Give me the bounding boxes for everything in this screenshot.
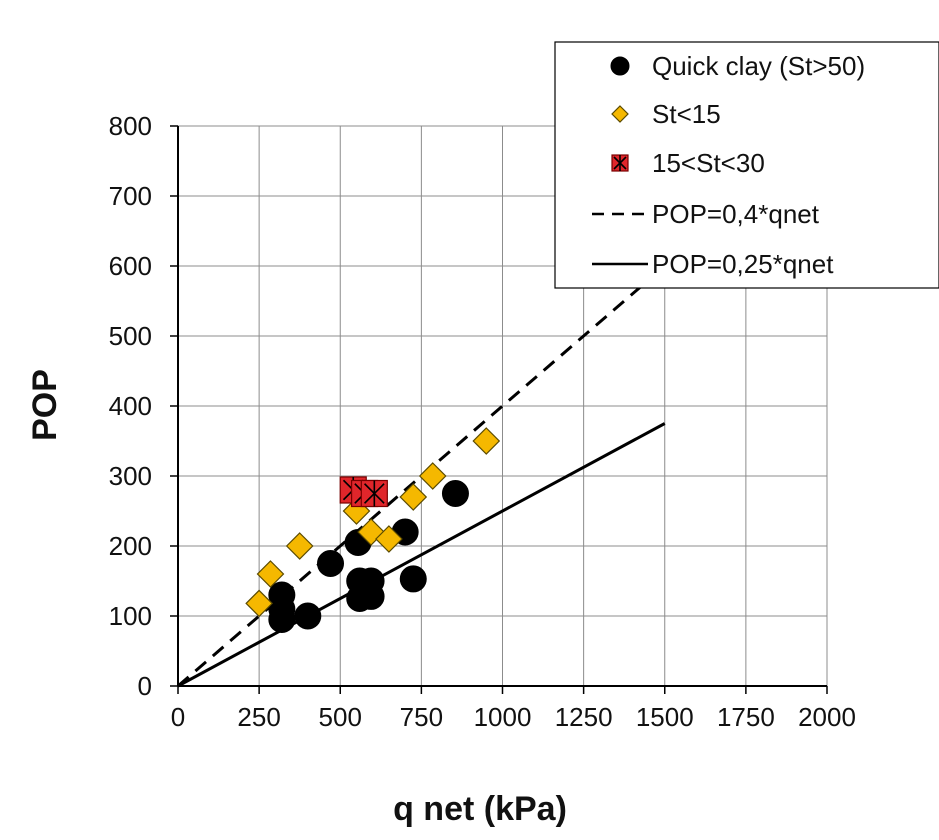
legend-label: POP=0,4*qnet bbox=[652, 199, 820, 229]
x-tick-label: 1750 bbox=[717, 702, 775, 732]
y-tick-label: 400 bbox=[109, 391, 152, 421]
x-axis-title: q net (kPa) bbox=[393, 790, 567, 828]
solid-line-pop-0-25 bbox=[177, 422, 666, 688]
legend-item: St<15 bbox=[611, 99, 721, 129]
x-tick-label: 250 bbox=[237, 702, 280, 732]
trend-lines bbox=[177, 264, 666, 688]
legend-label: POP=0,25*qnet bbox=[652, 249, 834, 279]
y-tick-label: 600 bbox=[109, 251, 152, 281]
point-diamond-5 bbox=[375, 525, 403, 553]
x-tick-label: 1500 bbox=[636, 702, 694, 732]
legend-label: St<15 bbox=[652, 99, 721, 129]
point-diamond-8 bbox=[472, 427, 501, 455]
y-tick-label: 200 bbox=[109, 531, 152, 561]
point-circle-3 bbox=[294, 602, 322, 630]
legend: Quick clay (St>50) St<15 15<St<30 POP=0,4*q… bbox=[554, 41, 939, 289]
y-tick-label: 100 bbox=[109, 601, 152, 631]
x-tick-label: 0 bbox=[171, 702, 185, 732]
legend-item: POP=0,4*qnet bbox=[592, 199, 820, 229]
point-circle-4 bbox=[317, 550, 345, 577]
y-tick-label: 300 bbox=[109, 461, 152, 491]
point-diamond-7 bbox=[418, 462, 447, 490]
point-diamond-6 bbox=[399, 483, 428, 511]
y-axis-title: POP bbox=[26, 369, 64, 441]
point-diamond-1 bbox=[256, 560, 285, 588]
legend-label: Quick clay (St>50) bbox=[652, 51, 865, 81]
point-circle-2 bbox=[268, 606, 296, 633]
legend-item: 15<St<30 bbox=[611, 148, 765, 178]
legend-item: Quick clay (St>50) bbox=[610, 51, 865, 81]
data-points bbox=[245, 427, 501, 633]
tick-labels: 0 250 500 750 1000 1250 1500 1750 2000 0 100 200 300… bbox=[109, 111, 856, 732]
x-tick-label: 1000 bbox=[474, 702, 532, 732]
x-tick-label: 1250 bbox=[555, 702, 613, 732]
y-tick-label: 800 bbox=[109, 111, 152, 141]
point-circle-11 bbox=[399, 565, 427, 593]
x-tick-label: 2000 bbox=[798, 702, 856, 732]
dashed-line-pop-0-4 bbox=[177, 264, 666, 688]
y-tick-label: 500 bbox=[109, 321, 152, 351]
x-tick-label: 750 bbox=[400, 702, 443, 732]
x-tick-label: 500 bbox=[319, 702, 362, 732]
legend-marker-circle bbox=[610, 56, 630, 76]
legend-item: POP=0,25*qnet bbox=[592, 249, 834, 279]
point-diamond-0 bbox=[245, 589, 273, 618]
legend-marker-square-x bbox=[611, 154, 629, 172]
point-diamond-2 bbox=[285, 532, 314, 560]
legend-label: 15<St<30 bbox=[652, 148, 765, 178]
point-square-x-2 bbox=[360, 479, 388, 508]
point-circle-12 bbox=[441, 480, 469, 507]
y-tick-label: 700 bbox=[109, 181, 152, 211]
legend-marker-diamond bbox=[611, 105, 629, 123]
point-circle-9 bbox=[357, 582, 385, 610]
axes bbox=[170, 125, 828, 694]
y-tick-label: 0 bbox=[138, 671, 152, 701]
